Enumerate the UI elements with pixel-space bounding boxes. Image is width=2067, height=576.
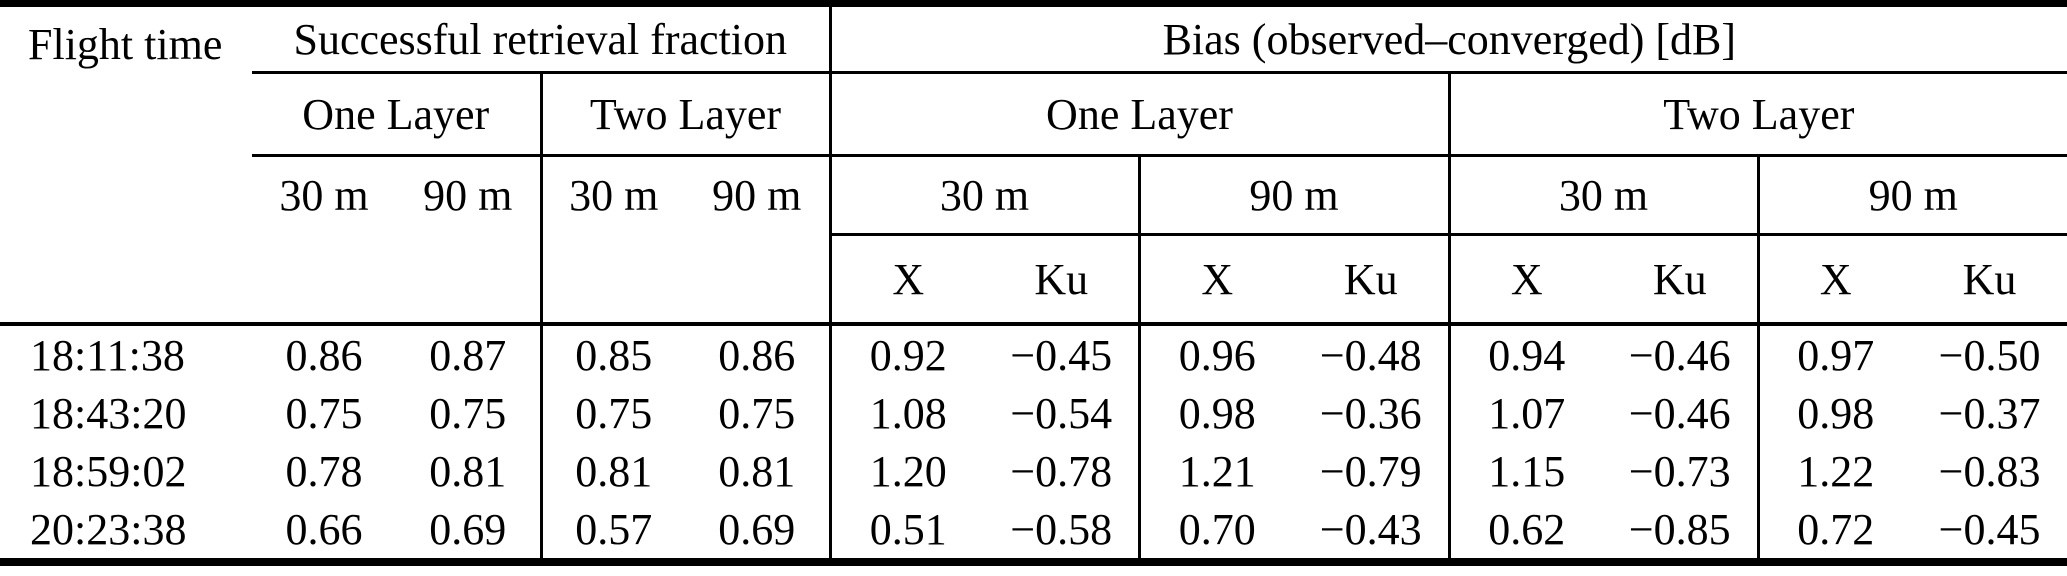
cell-bias: 1.15 [1447,442,1603,500]
cell-bias: −0.54 [1010,388,1113,438]
cell-bias: −0.45 [1938,504,2041,554]
header-bias-two-layer: Two Layer [1447,72,2067,157]
header-band: Ku [1912,234,2067,326]
header-band: Ku [1603,234,1758,326]
header-band: X [828,234,985,326]
header-band: X [1137,234,1294,326]
cell-bias: −0.43 [1319,504,1422,554]
cell-bias: 0.96 [1137,324,1294,384]
header-bias-group: 90 m [1137,155,1449,236]
cell-srf: 0.78 [285,446,363,496]
header-srf-col: 90 m [423,171,513,221]
cell-bias: 0.97 [1756,324,1912,384]
cell-bias: −0.46 [1628,388,1731,438]
cell-bias: −0.85 [1628,504,1731,554]
cell-srf: 0.75 [718,388,796,438]
header-band: X [1756,234,1912,326]
header-row-bands: X Ku X Ku X Ku X Ku [0,234,2067,326]
header-srf-col: 90 m [712,171,802,221]
cell-bias: −0.45 [1010,330,1113,380]
cell-srf: 0.81 [718,446,796,496]
header-srf-col: 30 m [539,155,685,235]
cell-bias: 1.22 [1756,442,1912,500]
cell-bias: −0.78 [1010,446,1113,496]
cell-bias: −0.73 [1628,446,1731,496]
header-srf-title: Successful retrieval fraction [252,3,830,74]
cell-srf: 0.81 [539,442,685,500]
header-bias-title: Bias (observed–converged) [dB] [828,3,2067,74]
cell-bias: 0.51 [828,500,985,562]
cell-srf: 0.57 [539,500,685,562]
table-row: 18:59:02 0.78 0.81 0.81 0.81 1.20 −0.78 … [0,442,2067,500]
header-row-layers: One Layer Two Layer One Layer Two Layer [0,72,2067,157]
cell-flight-time: 18:59:02 [30,446,187,496]
cell-bias: −0.50 [1938,330,2041,380]
cell-bias: 1.08 [828,384,985,442]
cell-srf: 0.86 [285,330,363,380]
cell-srf: 0.81 [429,446,507,496]
table-row: 18:43:20 0.75 0.75 0.75 0.75 1.08 −0.54 … [0,384,2067,442]
header-flight-time: Flight time [0,3,252,326]
header-empty-cell [252,234,396,326]
cell-bias: 0.98 [1137,384,1294,442]
cell-srf: 0.85 [539,324,685,384]
cell-srf: 0.75 [539,384,685,442]
cell-bias: −0.46 [1628,330,1731,380]
header-bias-group: 90 m [1756,155,2067,236]
cell-bias: 1.20 [828,442,985,500]
header-empty-cell [539,234,685,326]
cell-bias: 0.72 [1756,500,1912,562]
cell-flight-time: 18:43:20 [30,388,187,438]
header-srf-one-layer: One Layer [252,72,541,157]
header-band: Ku [985,234,1139,326]
cell-flight-time: 18:11:38 [30,330,185,380]
cell-srf: 0.86 [718,330,796,380]
header-bias-group: 30 m [828,155,1139,236]
table-row: 18:11:38 0.86 0.87 0.85 0.86 0.92 −0.45 … [0,324,2067,384]
cell-bias: −0.36 [1319,388,1422,438]
cell-bias: 0.98 [1756,384,1912,442]
cell-bias: −0.79 [1319,446,1422,496]
cell-srf: 0.75 [285,388,363,438]
cell-bias: 0.94 [1447,324,1603,384]
header-bias-group: 30 m [1447,155,1758,236]
cell-srf: 0.66 [285,504,363,554]
cell-srf: 0.69 [429,504,507,554]
cell-bias: 0.62 [1447,500,1603,562]
header-row-sections: Flight time Successful retrieval fractio… [0,3,2067,326]
header-empty-cell [685,234,830,326]
cell-srf: 0.75 [429,388,507,438]
header-bias-one-layer: One Layer [828,72,1449,157]
cell-bias: 0.92 [828,324,985,384]
cell-bias: 1.21 [1137,442,1294,500]
table-row: 20:23:38 0.66 0.69 0.57 0.69 0.51 −0.58 … [0,500,2067,562]
cell-flight-time: 20:23:38 [30,504,187,554]
cell-srf: 0.69 [718,504,796,554]
header-srf-col: 30 m [279,171,369,221]
cell-bias: −0.37 [1938,388,2041,438]
header-srf-two-layer: Two Layer [539,72,830,157]
cell-srf: 0.87 [429,330,507,380]
cell-bias: −0.58 [1010,504,1113,554]
header-band: X [1447,234,1603,326]
header-band: Ku [1294,234,1449,326]
cell-bias: −0.48 [1319,330,1422,380]
header-empty-cell [396,234,541,326]
cell-bias: 0.70 [1137,500,1294,562]
cell-bias: 1.07 [1447,384,1603,442]
cell-bias: −0.83 [1938,446,2041,496]
header-row-resolutions: 30 m 90 m 30 m 90 m 30 m 90 m 30 m 90 m [0,155,2067,236]
